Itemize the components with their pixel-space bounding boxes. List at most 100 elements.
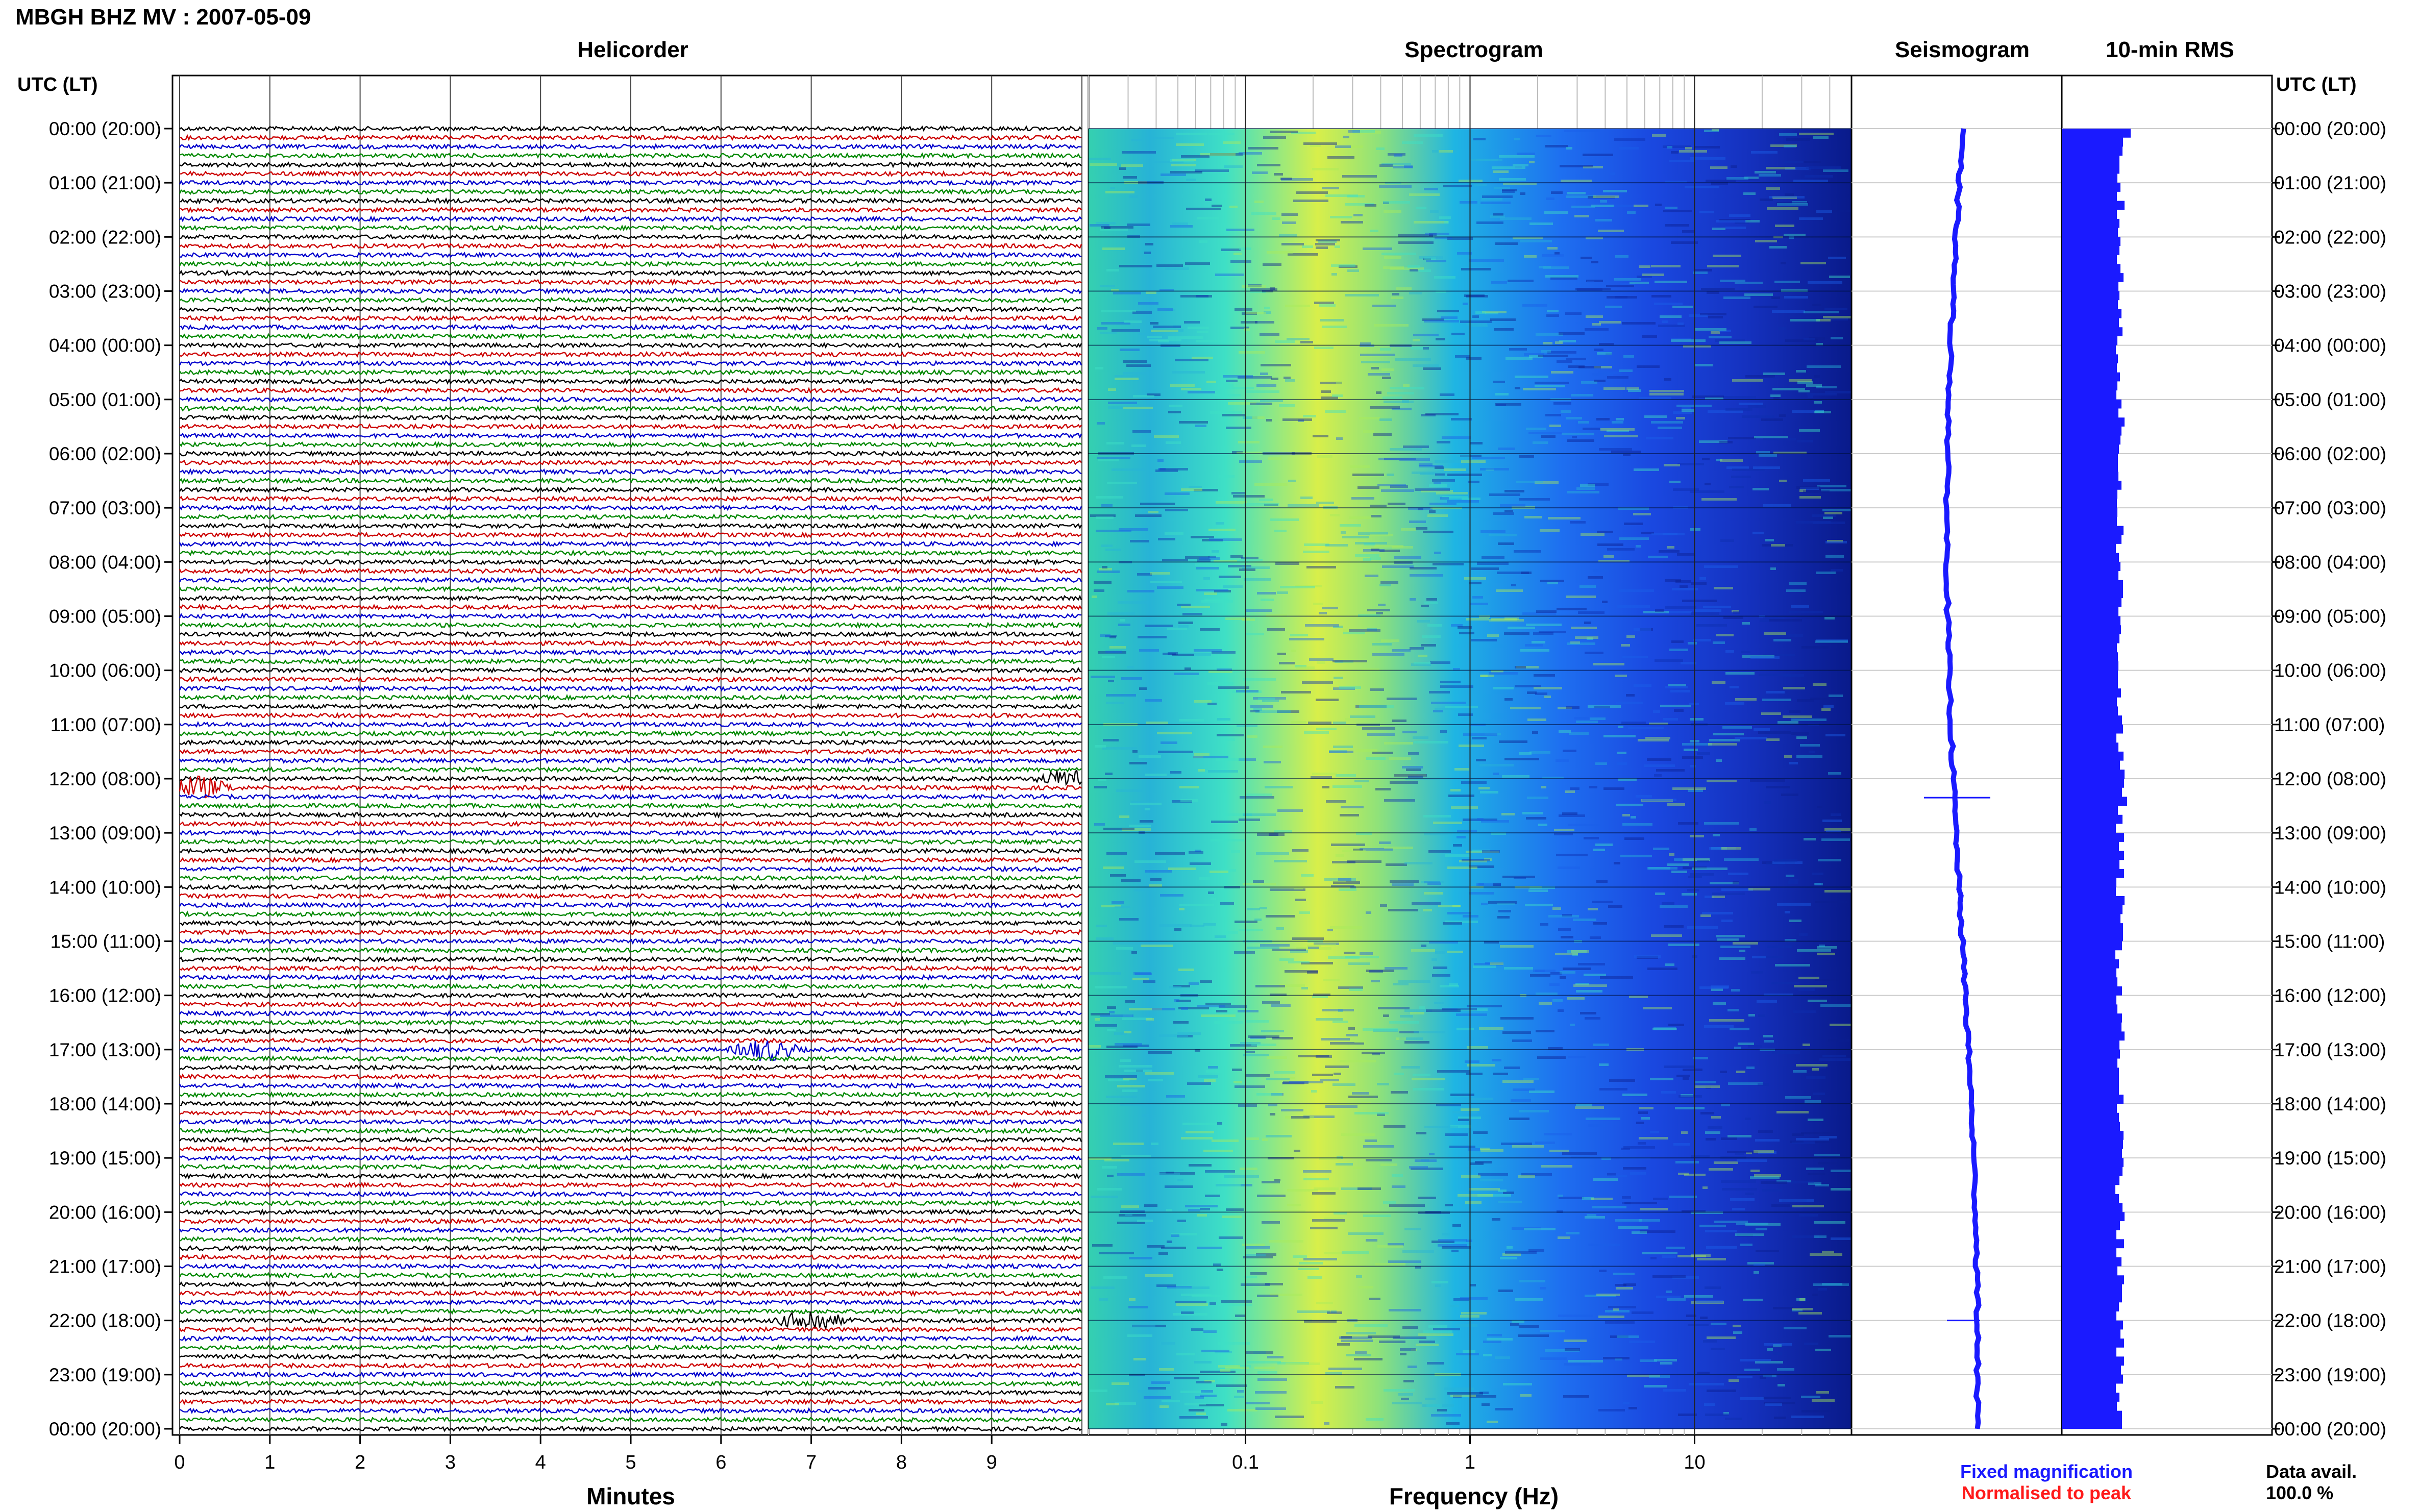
spectrogram-speck — [1557, 608, 1587, 610]
spectrogram-speck — [1421, 605, 1429, 607]
spectrogram-speck — [1264, 311, 1271, 314]
spectrogram-speck — [1253, 708, 1262, 711]
spectrogram-speck — [1650, 1257, 1657, 1259]
spectrogram-speck — [1424, 257, 1436, 260]
spectrogram-speck — [1781, 262, 1786, 264]
spectrogram-speck — [1171, 164, 1196, 166]
spectrogram-speck — [1386, 863, 1407, 866]
spectrogram-speck — [1808, 1173, 1825, 1175]
spectrogram-speck — [1345, 294, 1379, 296]
spectrogram-speck — [1157, 732, 1192, 734]
spectrogram-speck — [1716, 459, 1722, 461]
spectrogram-speck — [1426, 260, 1446, 262]
spectrogram-speck — [1539, 631, 1566, 633]
spectrogram-speck — [1820, 1004, 1854, 1007]
spectrogram-speck — [1502, 1253, 1521, 1256]
spectrogram-speck — [1369, 970, 1383, 973]
spectrogram-speck — [1651, 421, 1683, 424]
spectrogram-speck — [1792, 410, 1824, 413]
spectrogram-speck — [1505, 357, 1533, 360]
helicorder-trace — [179, 1154, 1082, 1161]
spectrogram-speck — [1159, 1368, 1174, 1371]
spectrogram-speck — [1711, 988, 1723, 991]
spectrogram-speck — [1501, 813, 1515, 815]
spectrogram-speck — [1731, 989, 1740, 992]
spectrogram-speck — [1529, 222, 1553, 225]
spectrogram-speck — [1390, 880, 1419, 883]
spectrogram-speck — [1100, 1014, 1133, 1017]
station-title: MBGH BHZ MV : 2007-05-09 — [15, 5, 311, 30]
spectrogram-speck — [1721, 1180, 1756, 1183]
spectrogram-speck — [1655, 609, 1664, 612]
spectrogram-speck — [1361, 1102, 1371, 1104]
spectrogram-speck — [1791, 1416, 1824, 1418]
spectrogram-speck — [1427, 514, 1448, 517]
spectrogram-speck — [1321, 390, 1331, 393]
spectrogram-speck — [1476, 883, 1501, 886]
spectrogram-speck — [1107, 1175, 1114, 1177]
helicorder-trace — [179, 1190, 1082, 1198]
spectrogram-speck — [1195, 169, 1229, 172]
spectrogram-speck — [1480, 1149, 1503, 1152]
spectrogram-speck — [1190, 862, 1211, 865]
helicorder-trace — [179, 1308, 1082, 1315]
spectrogram-speck — [1402, 1250, 1434, 1253]
spectrogram-speck — [1277, 1362, 1309, 1365]
spectrogram-speck — [1114, 1032, 1127, 1035]
spectrogram-speck — [1292, 849, 1309, 852]
spectrogram-speck — [1132, 1325, 1166, 1327]
spectrogram-speck — [1314, 944, 1336, 946]
spectrogram-speck — [1295, 899, 1306, 901]
spectrogram-speck — [1246, 1020, 1269, 1023]
spectrogram-speck — [1700, 914, 1711, 917]
spectrogram-speck — [1782, 1199, 1807, 1202]
spectrogram-speck — [1235, 1315, 1246, 1317]
spectrogram-speck — [1818, 1162, 1840, 1164]
helicorder-trace — [179, 549, 1082, 557]
spectrogram-speck — [1520, 649, 1549, 652]
spectrogram-speck — [1382, 377, 1391, 379]
spectrogram-speck — [1137, 1220, 1153, 1222]
spectrogram-speck — [1700, 1112, 1714, 1114]
spectrogram-speck — [1745, 1118, 1751, 1120]
time-label-right: 20:00 (16:00) — [2274, 1202, 2386, 1223]
spectrogram-speck — [1181, 388, 1201, 390]
spectrogram-speck — [1372, 653, 1404, 656]
spectrogram-speck — [1498, 542, 1514, 545]
spectrogram-speck — [1361, 361, 1390, 363]
spectrogram-speck — [1705, 1131, 1720, 1134]
helicorder-trace — [179, 676, 1082, 683]
spectrogram-speck — [1829, 1335, 1861, 1337]
spectrogram-speck — [1449, 983, 1458, 986]
spectrogram-speck — [1551, 191, 1563, 194]
spectrogram-speck — [1221, 1300, 1252, 1303]
spectrogram-speck — [1655, 204, 1662, 206]
spectrogram-speck — [1095, 745, 1106, 748]
spectrogram-speck — [1360, 952, 1373, 955]
spectrogram-speck — [1642, 274, 1664, 276]
spectrogram-speck — [1168, 336, 1203, 339]
spectrogram-speck — [1166, 1172, 1174, 1174]
utc-label-left: UTC (LT) — [17, 74, 98, 95]
spectrogram-speck — [1458, 713, 1473, 716]
spectrogram-speck — [1707, 291, 1719, 294]
helicorder-trace — [179, 486, 1082, 494]
spectrogram-speck — [1182, 613, 1202, 615]
spectrogram-speck — [1472, 737, 1487, 739]
spectrogram-speck — [1467, 1046, 1488, 1049]
time-label-left: 10:00 (06:00) — [49, 660, 161, 681]
spectrogram-speck — [1131, 801, 1143, 804]
spectrogram-speck — [1717, 938, 1739, 941]
spectrogram-speck — [1763, 1375, 1776, 1377]
frequency-tick-label: 1 — [1465, 1452, 1475, 1473]
spectrogram-speck — [1412, 1078, 1445, 1080]
spectrogram-speck — [1570, 1024, 1575, 1026]
spectrogram-speck — [1242, 312, 1257, 315]
spectrogram-speck — [1400, 1348, 1416, 1351]
spectrogram-speck — [1594, 366, 1612, 368]
spectrogram-speck — [1314, 1187, 1339, 1190]
spectrogram-speck — [1684, 749, 1698, 751]
spectrogram-speck — [1445, 706, 1478, 708]
spectrogram-speck — [1606, 285, 1634, 287]
spectrogram-speck — [1597, 543, 1623, 546]
